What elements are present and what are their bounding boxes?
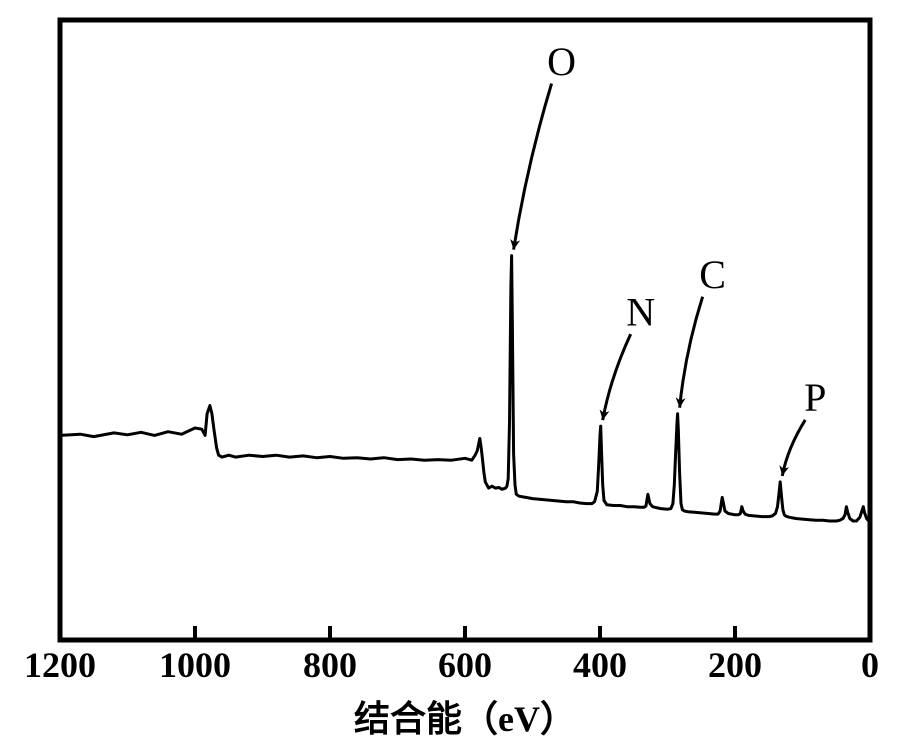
x-tick-label: 200 [708,644,762,686]
x-tick-label: 800 [303,644,357,686]
peak-label-o: O [547,39,576,84]
x-tick-label: 1200 [24,644,96,686]
peak-label-c: C [699,252,726,297]
xps-spectrum-chart: O NC P 结合能（eV） 1200 1000 800 600 400 200 0 [0,0,901,746]
chart-svg: O NC P [0,0,901,746]
peak-label-n: N [626,289,655,334]
x-tick-label: 1000 [159,644,231,686]
x-tick-label: 600 [438,644,492,686]
peak-label-p: P [804,375,826,420]
x-axis-label: 结合能（eV） [354,690,576,742]
x-tick-label: 400 [573,644,627,686]
x-tick-label: 0 [861,644,879,686]
